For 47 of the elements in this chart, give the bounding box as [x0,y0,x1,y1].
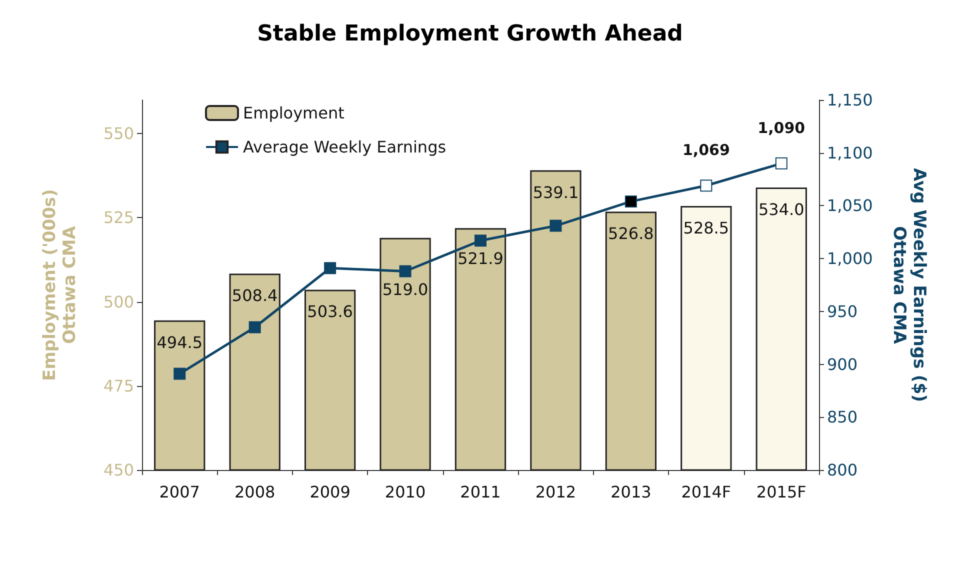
data-label: 539.1 [532,182,579,202]
data-label: 528.5 [683,218,730,238]
legend-label: Average Weekly Earnings [243,138,446,156]
y2-tick-label: 800 [827,460,858,480]
x-tick-label: 2011 [460,482,501,502]
data-label: 494.5 [156,332,203,352]
y-tick-label: 475 [103,376,134,396]
x-tick-label: 2015F [756,482,806,502]
y2-tick-label: 1,050 [827,196,873,216]
point [550,220,562,232]
data-label: 521.9 [458,249,504,268]
data-label: 519.0 [382,280,428,299]
x-tick-label: 2013 [610,482,652,502]
y2-tick-label: 1,000 [827,249,873,268]
data-label: 508.4 [232,286,278,306]
y2-tick-label: 850 [827,408,858,427]
y2-tick-label: 1,100 [827,143,873,162]
x-tick-label: 2014F [681,482,732,502]
point [324,262,336,274]
x-tick-label: 2008 [234,482,276,502]
y-tick-label: 450 [103,460,134,480]
x-tick-label: 2009 [310,482,350,502]
data-label: 503.6 [307,302,353,322]
legend-label: Employment [243,104,344,122]
data-label: 526.8 [608,224,654,244]
data-label: 1,069 [682,141,730,160]
data-label: 534.0 [758,200,804,219]
point [174,368,186,380]
y2-tick-label: 900 [827,354,858,374]
y2-axis-title: Avg Weekly Earnings ($) Ottawa CMA [889,168,929,402]
point [624,195,637,208]
x-tick-label: 2012 [535,482,576,502]
y2-tick-label: 1,150 [827,90,873,110]
point [474,234,486,247]
y2-tick-label: 950 [827,302,858,321]
x-tick-label: 2007 [159,482,200,502]
data-label: 1,090 [758,118,806,137]
y-axis-title: Employment ('000s) Ottawa CMA [40,189,80,381]
point [248,321,261,334]
point [775,157,788,170]
chart-title: Stable Employment Growth Ahead [257,22,683,46]
point [399,265,412,278]
point [700,180,712,192]
y-tick-label: 525 [103,208,134,228]
y-tick-label: 550 [103,124,134,144]
y-tick-label: 500 [103,292,134,312]
x-tick-label: 2010 [384,482,426,502]
